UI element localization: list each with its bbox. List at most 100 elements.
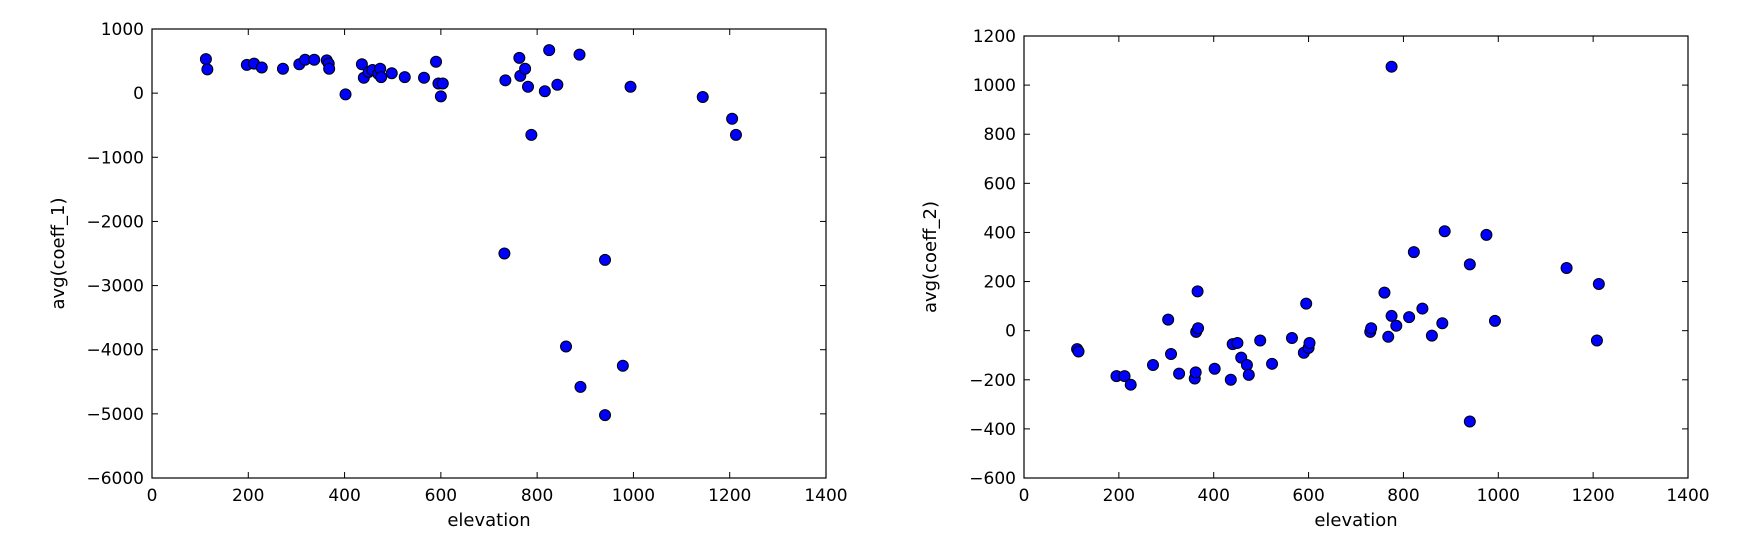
right-data-point — [1254, 334, 1267, 347]
left-y-tick-label: 0 — [133, 84, 144, 104]
left-x-tick-label: 200 — [232, 486, 264, 506]
left-data-point — [499, 74, 512, 87]
left-data-point — [696, 90, 709, 103]
right-data-point — [1590, 334, 1603, 347]
left-data-point — [525, 128, 538, 141]
right-data-point — [1425, 329, 1438, 342]
left-data-point — [418, 71, 431, 84]
left-y-tick-label: −6000 — [86, 469, 144, 489]
left-x-tick-label: 400 — [328, 486, 360, 506]
right-data-point — [1240, 359, 1253, 372]
right-data-point — [1224, 373, 1237, 386]
left-data-point — [498, 247, 511, 260]
right-x-tick-label: 800 — [1387, 486, 1419, 506]
right-x-tick-label: 200 — [1103, 486, 1135, 506]
left-data-point — [616, 359, 629, 372]
right-data-point — [1300, 297, 1313, 310]
left-data-point — [551, 78, 564, 91]
left-data-point — [538, 85, 551, 98]
left-data-point — [430, 55, 443, 68]
right-x-tick-label: 0 — [1019, 486, 1030, 506]
left-data-point — [436, 77, 449, 90]
left-data-point — [199, 53, 212, 66]
left-data-point — [574, 380, 587, 393]
right-data-point — [1285, 332, 1298, 345]
left-data-point — [560, 340, 573, 353]
left-y-tick-label: −2000 — [86, 212, 144, 232]
left-data-point — [255, 61, 268, 74]
right-data-point — [1390, 319, 1403, 332]
left-y-tick-label: −4000 — [86, 341, 144, 361]
right-y-tick-label: 400 — [984, 223, 1016, 243]
right-data-point — [1407, 246, 1420, 259]
left-data-point — [201, 63, 214, 76]
right-data-point — [1242, 368, 1255, 381]
left-data-point — [729, 128, 742, 141]
left-y-axis-label: avg(coeff_1) — [48, 198, 69, 310]
left-data-point — [398, 71, 411, 84]
left-data-point — [323, 62, 336, 75]
left-x-tick-label: 800 — [521, 486, 553, 506]
right-data-point — [1488, 314, 1501, 327]
left-x-tick-label: 1400 — [804, 486, 847, 506]
left-data-point — [573, 48, 586, 61]
right-y-tick-label: 600 — [984, 174, 1016, 194]
right-data-point — [1592, 278, 1605, 291]
right-y-tick-label: 1200 — [973, 27, 1016, 47]
right-y-tick-label: 800 — [984, 125, 1016, 145]
right-x-tick-label: 1400 — [1666, 486, 1709, 506]
right-data-point — [1147, 359, 1160, 372]
left-data-point — [599, 253, 612, 266]
right-data-point — [1192, 322, 1205, 335]
right-x-tick-label: 1200 — [1572, 486, 1615, 506]
left-data-point — [726, 112, 739, 125]
right-data-point — [1303, 336, 1316, 349]
right-data-point — [1365, 322, 1378, 335]
right-data-point — [1416, 302, 1429, 315]
left-plot-frame — [151, 28, 827, 479]
right-data-point — [1208, 362, 1221, 375]
right-data-point — [1463, 415, 1476, 428]
left-y-tick-label: −3000 — [86, 277, 144, 297]
left-data-point — [599, 409, 612, 422]
right-data-point — [1189, 366, 1202, 379]
right-y-tick-label: 1000 — [973, 76, 1016, 96]
right-x-tick-label: 600 — [1292, 486, 1324, 506]
left-x-tick-label: 1000 — [612, 486, 655, 506]
right-data-point — [1560, 262, 1573, 275]
left-data-point — [375, 71, 388, 84]
left-data-point — [543, 44, 556, 57]
right-data-point — [1231, 336, 1244, 349]
right-y-tick-label: −400 — [969, 420, 1016, 440]
left-data-point — [434, 90, 447, 103]
right-data-point — [1382, 330, 1395, 343]
left-scatter-plot: 0 200 400 600 800 1000 1200 1400 −6000 −5000 −4000… — [48, 20, 848, 531]
left-data-point — [624, 80, 637, 93]
right-data-point — [1173, 367, 1186, 380]
left-data-point — [308, 53, 321, 66]
right-data-point — [1266, 357, 1279, 370]
right-data-point — [1072, 345, 1085, 358]
right-y-tick-label: −200 — [969, 371, 1016, 391]
left-y-tick-label: −1000 — [86, 148, 144, 168]
left-y-tick-label: 1000 — [101, 20, 144, 40]
right-data-point — [1403, 311, 1416, 324]
left-data-point — [519, 62, 532, 75]
right-y-tick-label: 0 — [1005, 322, 1016, 342]
right-y-tick-label: 200 — [984, 273, 1016, 293]
right-data-point — [1463, 258, 1476, 271]
left-data-point — [513, 51, 526, 64]
left-data-point — [385, 67, 398, 80]
right-x-axis-label: elevation — [1314, 510, 1397, 531]
right-data-point — [1124, 378, 1137, 391]
left-data-point — [355, 58, 368, 71]
right-data-point — [1385, 309, 1398, 322]
right-scatter-plot: 0 200 400 600 800 1000 1200 1400 −600 −400 −200 0 20… — [920, 27, 1710, 531]
left-data-point — [276, 62, 289, 75]
left-y-tick-label: −5000 — [86, 405, 144, 425]
left-x-tick-label: 600 — [425, 486, 457, 506]
right-data-point — [1378, 286, 1391, 299]
right-data-point — [1436, 317, 1449, 330]
right-x-tick-label: 1000 — [1477, 486, 1520, 506]
